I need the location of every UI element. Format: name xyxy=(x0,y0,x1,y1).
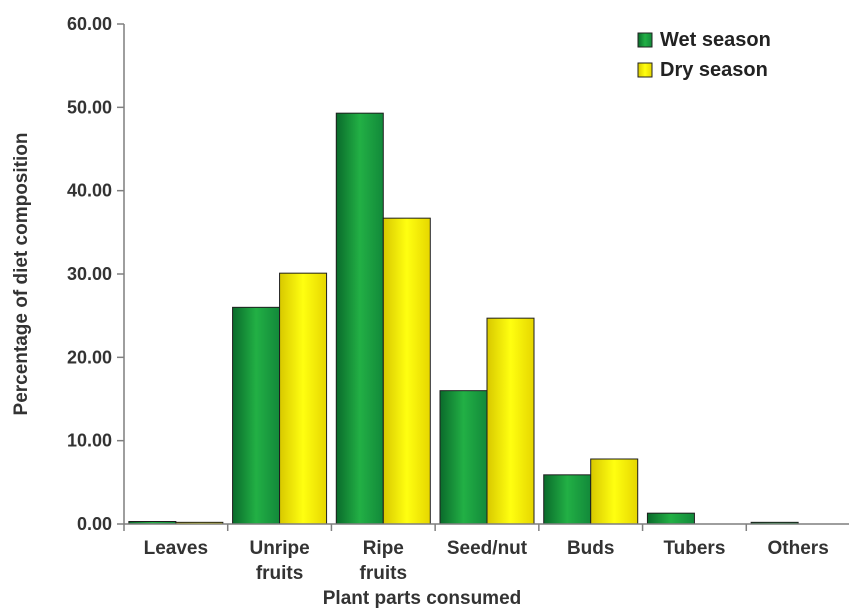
y-tick-label: 10.00 xyxy=(67,431,112,451)
x-tick-label: Ripe xyxy=(363,538,404,559)
y-tick-label: 30.00 xyxy=(67,264,112,284)
legend: Wet season Dry season xyxy=(638,29,771,81)
x-tick-label: Seed/nut xyxy=(447,538,528,559)
legend-swatch-wet xyxy=(638,33,652,47)
y-tick-label: 50.00 xyxy=(67,97,112,117)
legend-swatch-dry xyxy=(638,63,652,77)
bar-wet-season xyxy=(336,113,383,524)
y-tick-label: 0.00 xyxy=(77,514,112,534)
bar-wet-season xyxy=(544,475,591,524)
bar-dry-season xyxy=(280,273,327,524)
y-tick-label: 40.00 xyxy=(67,181,112,201)
x-categories-group: Leaves Unripe fruits Ripe fruits Seed/nut Buds… xyxy=(124,524,849,584)
bar-wet-season xyxy=(233,307,280,524)
x-tick-label: fruits xyxy=(360,563,408,584)
x-tick-label: Unripe xyxy=(249,538,309,559)
bar-dry-season xyxy=(383,218,430,524)
y-tick-label: 20.00 xyxy=(67,347,112,367)
y-axis-title: Percentage of diet composition xyxy=(11,133,32,416)
x-tick-label: Leaves xyxy=(144,538,208,559)
x-tick-label: Tubers xyxy=(663,538,725,559)
x-tick-label: fruits xyxy=(256,563,304,584)
bars-group xyxy=(129,113,798,524)
legend-label-wet: Wet season xyxy=(660,29,771,51)
y-ticks-group: 0.00 10.00 20.00 30.00 40.00 50.00 60.00 xyxy=(67,14,124,534)
x-axis-title: Plant parts consumed xyxy=(323,588,522,609)
y-tick-label: 60.00 xyxy=(67,14,112,34)
legend-label-dry: Dry season xyxy=(660,59,768,81)
bar-dry-season xyxy=(487,318,534,524)
x-tick-label: Others xyxy=(768,538,829,559)
bar-dry-season xyxy=(591,459,638,524)
x-tick-label: Buds xyxy=(567,538,615,559)
bar-wet-season xyxy=(440,391,487,524)
bar-wet-season xyxy=(647,513,694,524)
